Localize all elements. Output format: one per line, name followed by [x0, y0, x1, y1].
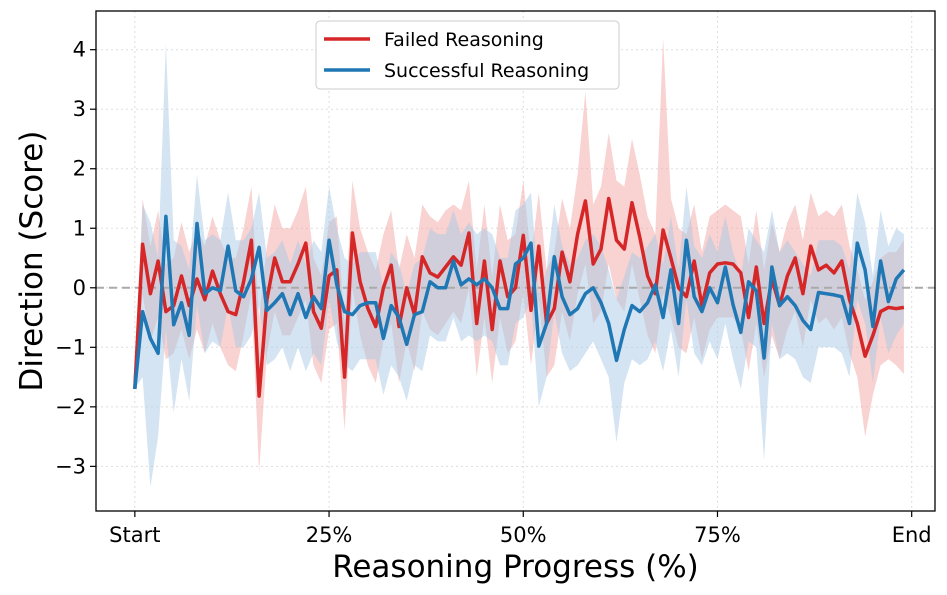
x-axis-ticks: Start 25% 50% 75% End [109, 511, 932, 547]
y-tick-label: 4 [73, 38, 86, 62]
legend-label-failed: Failed Reasoning [384, 29, 544, 51]
y-tick-label: 3 [73, 97, 86, 121]
line-successful [133, 214, 906, 390]
series-lines [133, 196, 906, 398]
y-tick-label: 1 [73, 216, 86, 240]
y-tick-label: 0 [73, 276, 86, 300]
y-tick-label: −2 [55, 395, 86, 419]
legend-label-successful: Successful Reasoning [384, 60, 589, 82]
legend-box [315, 20, 620, 90]
plot-frame [95, 10, 936, 512]
x-tick-label: End [892, 523, 932, 547]
y-axis-title: Direction (Score) [14, 131, 50, 392]
y-axis-ticks: −3 −2 −1 0 1 2 3 4 [55, 38, 96, 478]
y-tick-label: −1 [55, 335, 86, 359]
x-tick-label: 75% [694, 523, 741, 547]
y-tick-label: −3 [55, 454, 86, 478]
legend: Failed Reasoning Successful Reasoning [315, 20, 620, 90]
x-axis-title: Reasoning Progress (%) [332, 549, 699, 585]
x-tick-label: Start [109, 523, 160, 547]
x-tick-label: 25% [306, 523, 353, 547]
y-tick-label: 2 [73, 157, 86, 181]
x-tick-label: 50% [500, 523, 547, 547]
